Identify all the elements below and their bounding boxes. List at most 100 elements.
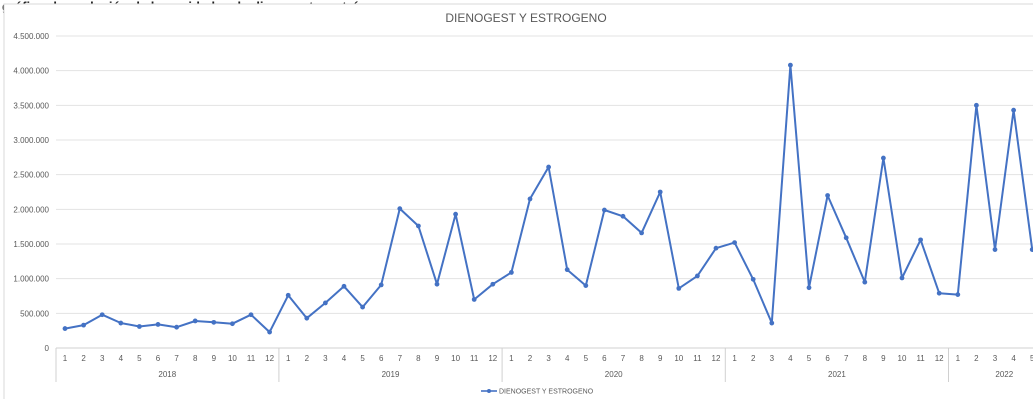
data-point — [471, 297, 477, 302]
x-tick-label: 6 — [156, 354, 161, 363]
data-point — [490, 281, 496, 287]
data-point — [211, 319, 217, 325]
y-tick-label: 4.000.000 — [13, 67, 49, 76]
y-tick-label: 3.000.000 — [13, 136, 49, 145]
data-point — [825, 193, 830, 198]
data-point — [267, 329, 272, 335]
data-point — [230, 321, 235, 327]
data-point — [788, 62, 793, 68]
data-point — [769, 320, 775, 326]
x-tick-label: 5 — [360, 354, 365, 363]
data-point — [713, 245, 719, 251]
data-point — [137, 324, 142, 329]
data-point — [750, 276, 756, 282]
x-tick-label: 12 — [265, 354, 274, 363]
y-tick-label: 1.500.000 — [13, 240, 49, 249]
x-tick-label: 5 — [807, 354, 812, 363]
x-year-label: 2018 — [158, 370, 176, 379]
data-point — [974, 102, 979, 108]
x-tick-label: 4 — [1011, 354, 1016, 363]
x-tick-label: 2 — [974, 354, 979, 363]
x-tick-label: 6 — [825, 354, 830, 363]
data-point — [378, 282, 384, 288]
x-tick-label: 1 — [732, 354, 737, 363]
y-tick-label: 1.000.000 — [13, 275, 49, 284]
data-point — [434, 281, 440, 287]
x-tick-label: 7 — [174, 354, 179, 363]
x-tick-label: 3 — [100, 354, 105, 363]
x-tick-label: 8 — [639, 354, 644, 363]
x-tick-label: 4 — [119, 354, 124, 363]
data-point — [992, 247, 998, 252]
y-tick-label: 2.000.000 — [13, 205, 49, 214]
y-tick-label: 4.500.000 — [13, 32, 49, 41]
x-year-label: 2022 — [995, 370, 1013, 379]
x-year-label: 2021 — [828, 370, 846, 379]
data-point — [62, 326, 68, 331]
data-point — [341, 283, 347, 289]
x-tick-label: 4 — [788, 354, 793, 363]
x-tick-label: 1 — [63, 354, 68, 363]
x-tick-label: 6 — [602, 354, 607, 363]
x-axis: 1 2 3 4 5 6 7 8 9 10 11 12 1 2 3 4 5 6 7 8 9 10 11 12 1 2 3 4 5 6 7 8 9 1… — [55, 347, 1033, 382]
x-tick-label: 11 — [470, 354, 479, 363]
x-tick-label: 7 — [398, 354, 403, 363]
data-point — [583, 283, 589, 288]
y-tick-label: 3.500.000 — [13, 101, 49, 110]
x-year-label: 2019 — [382, 370, 400, 379]
data-point — [527, 196, 533, 202]
x-tick-label: 9 — [435, 354, 440, 363]
data-point — [285, 292, 291, 298]
data-point — [620, 213, 626, 219]
data-point — [509, 270, 514, 275]
x-tick-label: 9 — [658, 354, 663, 363]
x-tick-label: 2 — [528, 354, 533, 363]
x-tick-label: 5 — [137, 354, 142, 363]
x-tick-label: 12 — [712, 354, 721, 363]
x-tick-label: 7 — [844, 354, 849, 363]
data-point — [304, 315, 310, 321]
data-point — [1029, 247, 1033, 252]
x-tick-label: 12 — [488, 354, 497, 363]
data-point — [639, 230, 644, 236]
data-point — [397, 206, 403, 212]
x-tick-label: 10 — [898, 354, 907, 363]
data-point — [843, 235, 849, 241]
legend-label: DIENOGEST Y ESTROGENO — [499, 389, 594, 396]
data-point — [248, 312, 254, 318]
data-point — [81, 322, 86, 328]
y-axis: 0 500.000 1.000.000 1.500.000 2.000.000 2.500… — [13, 32, 49, 353]
x-tick-label: 4 — [342, 354, 347, 363]
data-point — [453, 211, 458, 217]
x-tick-label: 2 — [305, 354, 310, 363]
data-point — [1011, 107, 1016, 113]
chart-title: DIENOGEST Y ESTROGENO — [445, 11, 606, 25]
x-tick-label: 5 — [1030, 354, 1033, 363]
data-point — [99, 312, 105, 318]
data-point — [936, 290, 942, 296]
x-tick-label: 9 — [881, 354, 886, 363]
y-tick-label: 0 — [45, 344, 50, 353]
data-point — [657, 189, 663, 195]
data-point — [602, 207, 607, 213]
data-point — [732, 240, 737, 246]
x-tick-label: 8 — [863, 354, 868, 363]
y-tick-label: 500.000 — [20, 309, 49, 318]
data-point — [155, 322, 161, 327]
data-point — [918, 237, 923, 243]
x-tick-label: 3 — [993, 354, 998, 363]
data-point — [862, 279, 868, 285]
x-tick-label: 10 — [674, 354, 683, 363]
x-tick-label: 11 — [916, 354, 925, 363]
x-tick-label: 9 — [212, 354, 217, 363]
x-tick-label: 3 — [546, 354, 551, 363]
legend: DIENOGEST Y ESTROGENO — [481, 389, 594, 396]
x-tick-label: 3 — [323, 354, 328, 363]
x-tick-label: 10 — [228, 354, 237, 363]
data-point — [174, 324, 180, 330]
chart-area-border — [3, 3, 1033, 399]
data-point — [695, 273, 700, 279]
x-tick-label: 11 — [247, 354, 256, 363]
